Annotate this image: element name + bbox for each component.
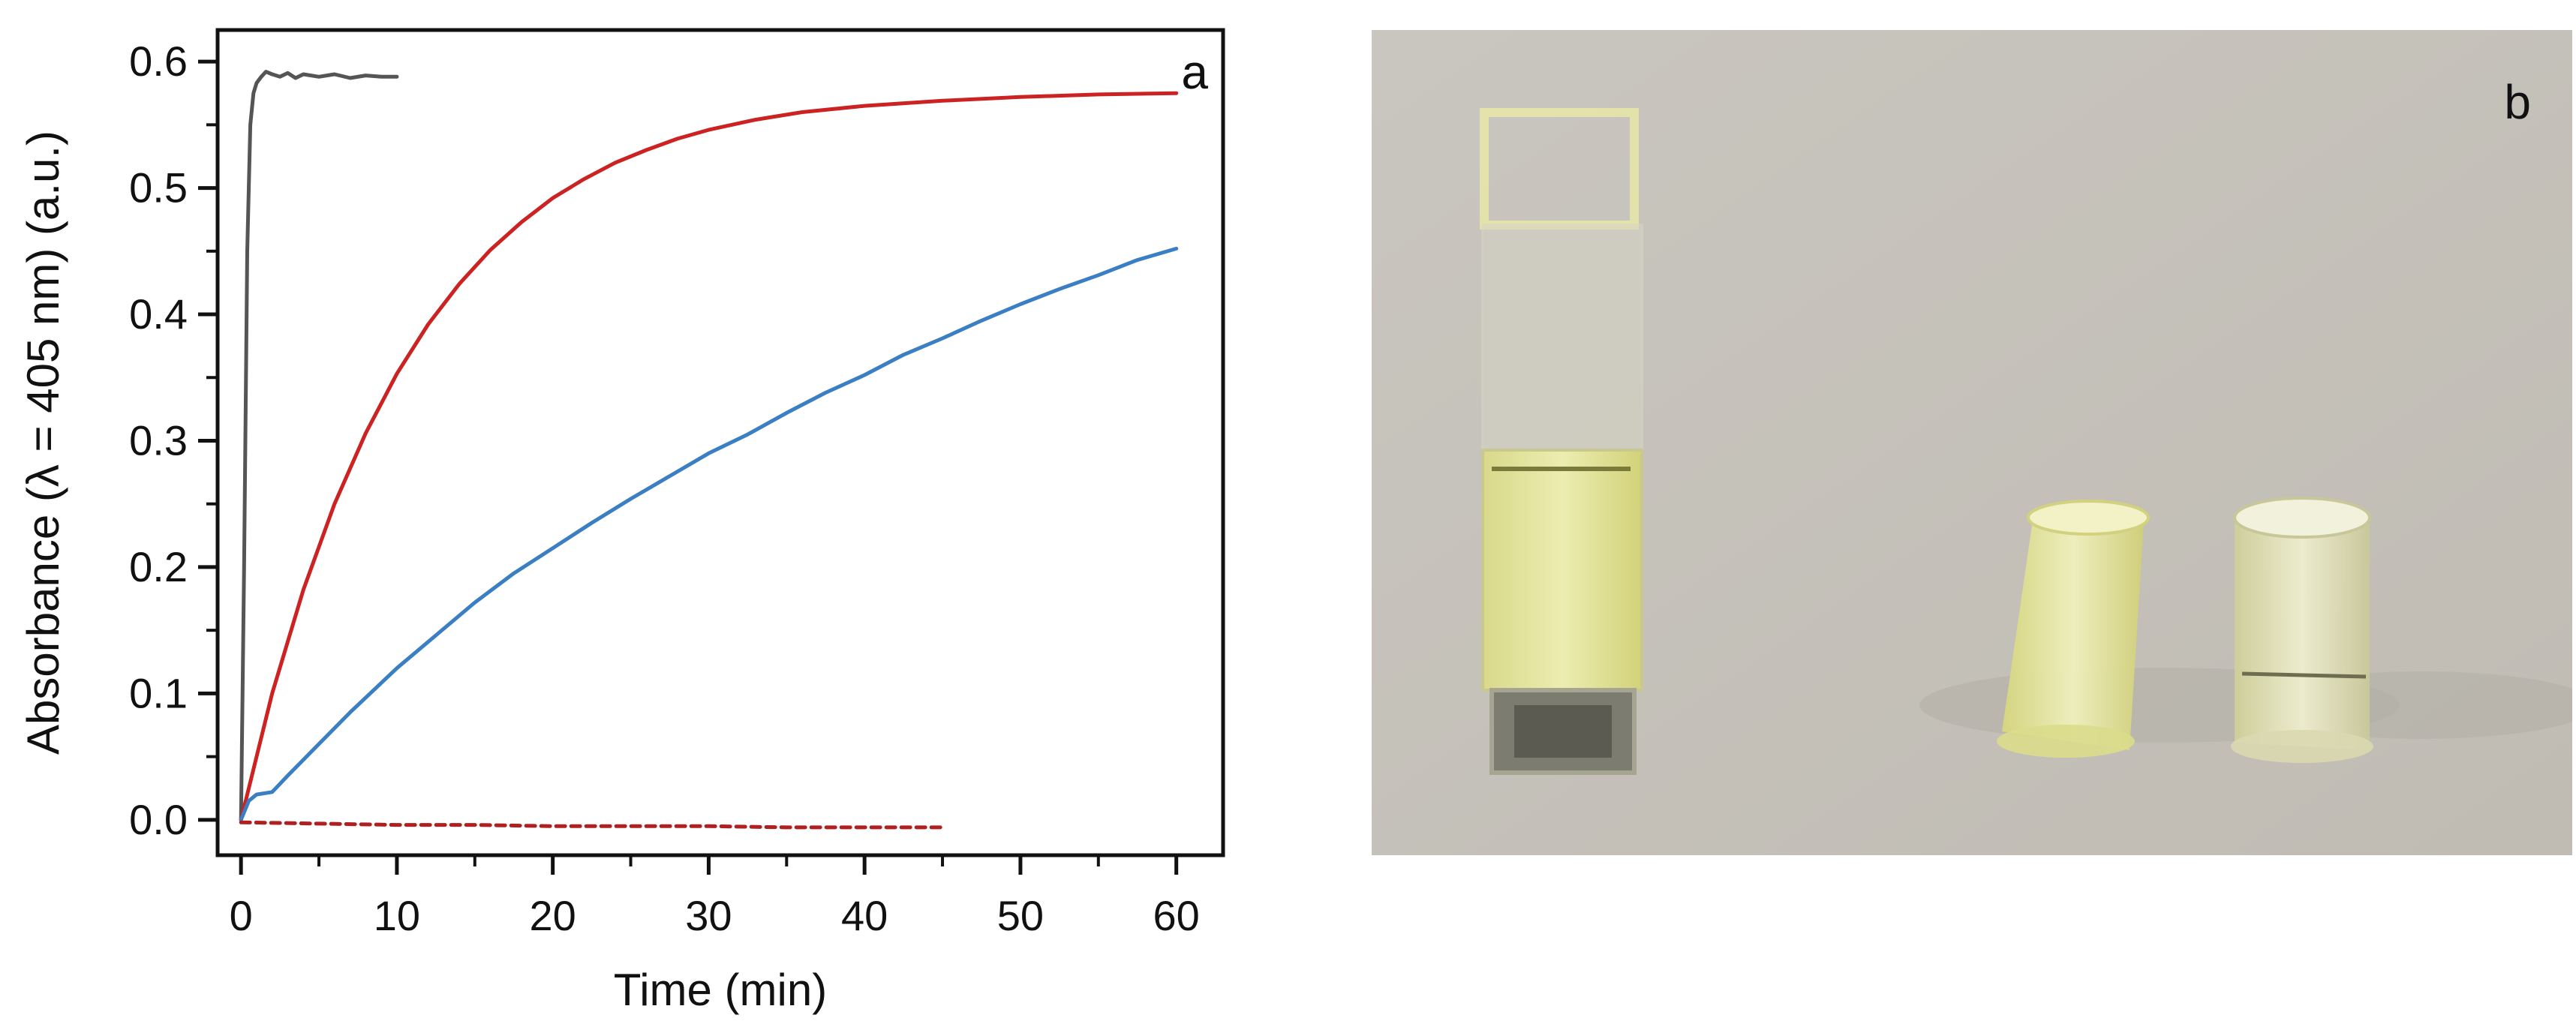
x-tick-label: 30 — [685, 892, 732, 939]
panel-b-label: b — [2504, 75, 2531, 129]
y-tick-label: 0.5 — [129, 164, 188, 212]
vial-left-body — [2002, 510, 2145, 750]
series-line-2 — [239, 91, 1179, 822]
cuvette-base-inner — [1514, 705, 1612, 758]
cuvette-empty-upper — [1481, 224, 1643, 459]
y-axis-ticks: 0.0 0.1 0.2 0.3 0.4 0.5 0.6 — [129, 38, 218, 843]
vial-left-top — [2027, 500, 2150, 536]
x-tick-label: 10 — [374, 892, 420, 939]
series-line-4 — [239, 820, 945, 830]
x-tick-label: 50 — [997, 892, 1044, 939]
y-tick-label: 0.4 — [129, 290, 188, 338]
vial-left-bottom — [1997, 725, 2135, 758]
series-line-1 — [239, 70, 399, 822]
x-tick-label: 20 — [530, 892, 576, 939]
series-line-3 — [239, 246, 1179, 822]
panel-a-label: a — [1181, 45, 1208, 99]
x-axis-ticks: 0 10 20 30 40 50 60 — [230, 855, 1200, 939]
vial-right — [2231, 497, 2373, 763]
cuvette — [1480, 108, 1643, 775]
absorbance-chart: 0 10 20 30 40 50 60 0.0 0.1 0.2 0.3 0.4 0.5 0.6 a Ti… — [18, 28, 1225, 1015]
plot-frame — [215, 28, 1225, 857]
y-tick-label: 0.6 — [129, 38, 188, 85]
plot-area: 0 10 20 30 40 50 60 0.0 0.1 0.2 0.3 0.4 0.5 0.6 — [129, 28, 1225, 939]
y-tick-label: 0.3 — [129, 416, 188, 464]
vial-right-body — [2235, 518, 2370, 750]
cuvette-photo: b — [1372, 30, 2572, 855]
y-axis-title: Absorbance (λ = 405 nm) (a.u.) — [18, 131, 68, 755]
vial-left — [1997, 500, 2150, 758]
x-tick-label: 60 — [1153, 892, 1200, 939]
vial-right-top — [2233, 497, 2371, 539]
x-axis-title: Time (min) — [614, 965, 827, 1015]
y-tick-label: 0.1 — [129, 669, 188, 716]
y-tick-label: 0.0 — [129, 796, 188, 843]
vial-right-bottom — [2231, 730, 2373, 763]
series-layer — [239, 70, 1179, 830]
x-tick-label: 40 — [841, 892, 888, 939]
cuvette-liquid — [1481, 449, 1643, 692]
vial-right-level — [2241, 671, 2367, 679]
y-tick-label: 0.2 — [129, 543, 188, 590]
x-tick-label: 0 — [230, 892, 253, 939]
